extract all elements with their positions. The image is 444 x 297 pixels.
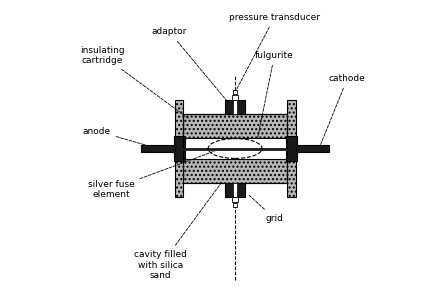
Bar <box>174 136 185 161</box>
Bar <box>141 145 174 152</box>
Bar <box>233 203 238 207</box>
Text: silver fuse
element: silver fuse element <box>88 151 215 199</box>
Text: fulgurite: fulgurite <box>255 51 294 138</box>
Bar <box>183 114 287 138</box>
Bar <box>233 183 237 197</box>
Text: cathode: cathode <box>320 74 366 146</box>
Bar <box>174 100 183 197</box>
Bar <box>183 138 287 159</box>
Bar <box>232 197 238 202</box>
Text: insulating
cartridge: insulating cartridge <box>80 45 188 119</box>
Text: pressure transducer: pressure transducer <box>229 13 320 90</box>
Bar <box>287 100 296 197</box>
Bar <box>183 114 287 183</box>
Bar <box>225 100 245 114</box>
Bar <box>233 100 237 114</box>
Text: cavity filled
with silica
sand: cavity filled with silica sand <box>135 182 222 280</box>
Bar <box>285 136 297 161</box>
Text: grid: grid <box>248 195 283 223</box>
Bar <box>232 95 238 100</box>
Text: adaptor: adaptor <box>152 27 230 105</box>
Bar <box>183 159 287 183</box>
Bar <box>233 90 238 94</box>
Bar <box>225 183 245 197</box>
Bar <box>296 145 329 152</box>
Text: anode: anode <box>83 127 155 148</box>
